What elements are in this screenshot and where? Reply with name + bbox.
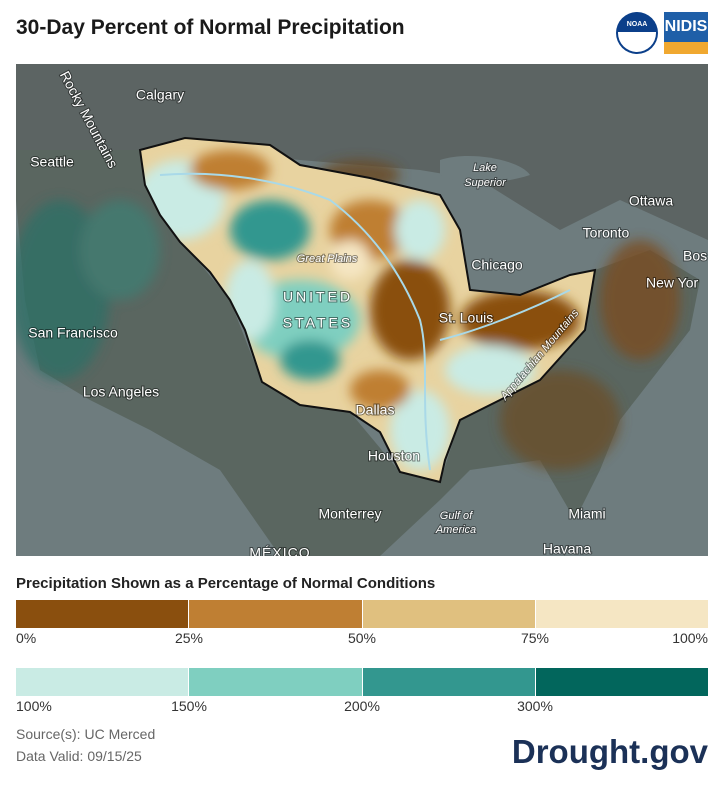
legend-label: 100% — [672, 630, 708, 646]
logos: NOAA NIDIS — [616, 12, 708, 54]
map-label: New Yor — [646, 275, 698, 291]
legend-swatch — [189, 668, 363, 696]
map-label: STATES — [283, 315, 353, 331]
noaa-text: NOAA — [626, 21, 648, 28]
map-label: Gulf of — [440, 510, 473, 522]
canada — [16, 64, 708, 240]
legend-label: 25% — [174, 630, 204, 646]
map-label: Great Plains — [297, 253, 358, 265]
map-label: Ottawa — [629, 193, 674, 209]
legend-title: Precipitation Shown as a Percentage of N… — [16, 575, 436, 592]
brand: Drought.gov — [511, 733, 708, 770]
map-label: St. Louis — [439, 310, 493, 326]
map-label: Bos — [683, 248, 707, 264]
map-label: Chicago — [471, 257, 523, 273]
map-label: Houston — [368, 448, 420, 464]
map-label: Calgary — [136, 87, 184, 103]
legend-swatch — [16, 668, 190, 696]
land-shading — [16, 160, 680, 470]
legend-swatch — [189, 600, 363, 628]
title: 30-Day Percent of Normal Precipitation — [16, 16, 405, 39]
map-label: Miami — [568, 506, 605, 522]
nidis-text: NIDIS — [664, 18, 708, 35]
legend-label: 200% — [344, 698, 380, 714]
legend-label: 300% — [517, 698, 553, 714]
noaa-logo: NOAA — [616, 12, 658, 54]
legend-swatch — [362, 600, 536, 628]
map-label: San Francisco — [28, 325, 118, 341]
legend-label: 150% — [171, 698, 207, 714]
legend-label: 75% — [520, 630, 550, 646]
legend-bar — [16, 600, 708, 628]
map: Rocky Mountains Calgary Seattle Lake Sup… — [16, 64, 708, 556]
map-label: Los Angeles — [83, 384, 159, 400]
basin-outline — [138, 136, 597, 484]
river — [159, 172, 431, 471]
map-label: Toronto — [583, 225, 630, 241]
map-label: America — [435, 524, 476, 536]
legend-swatch — [16, 600, 190, 628]
legend-swatch — [535, 668, 708, 696]
map-label: Lake — [473, 162, 497, 174]
legend-swatch — [535, 600, 708, 628]
map-label: UNITED — [283, 289, 353, 305]
lake — [478, 200, 496, 260]
map-label: Seattle — [30, 154, 74, 170]
map-label: Monterrey — [318, 506, 381, 522]
map-label: MÉXICO — [249, 545, 310, 556]
data-valid: Data Valid: 09/15/25 — [16, 748, 142, 764]
legend-label: 50% — [347, 630, 377, 646]
map-label: Havana — [543, 541, 591, 556]
legend-swatch — [362, 668, 536, 696]
map-label: Dallas — [356, 402, 395, 418]
map-label: Superior — [464, 177, 507, 189]
legend-label: 100% — [16, 698, 52, 714]
legend-bar — [16, 668, 708, 696]
lake — [440, 155, 530, 183]
legend-label: 0% — [16, 630, 37, 646]
nidis-logo: NIDIS — [664, 12, 708, 54]
source: Source(s): UC Merced — [16, 726, 156, 742]
river — [439, 289, 571, 341]
